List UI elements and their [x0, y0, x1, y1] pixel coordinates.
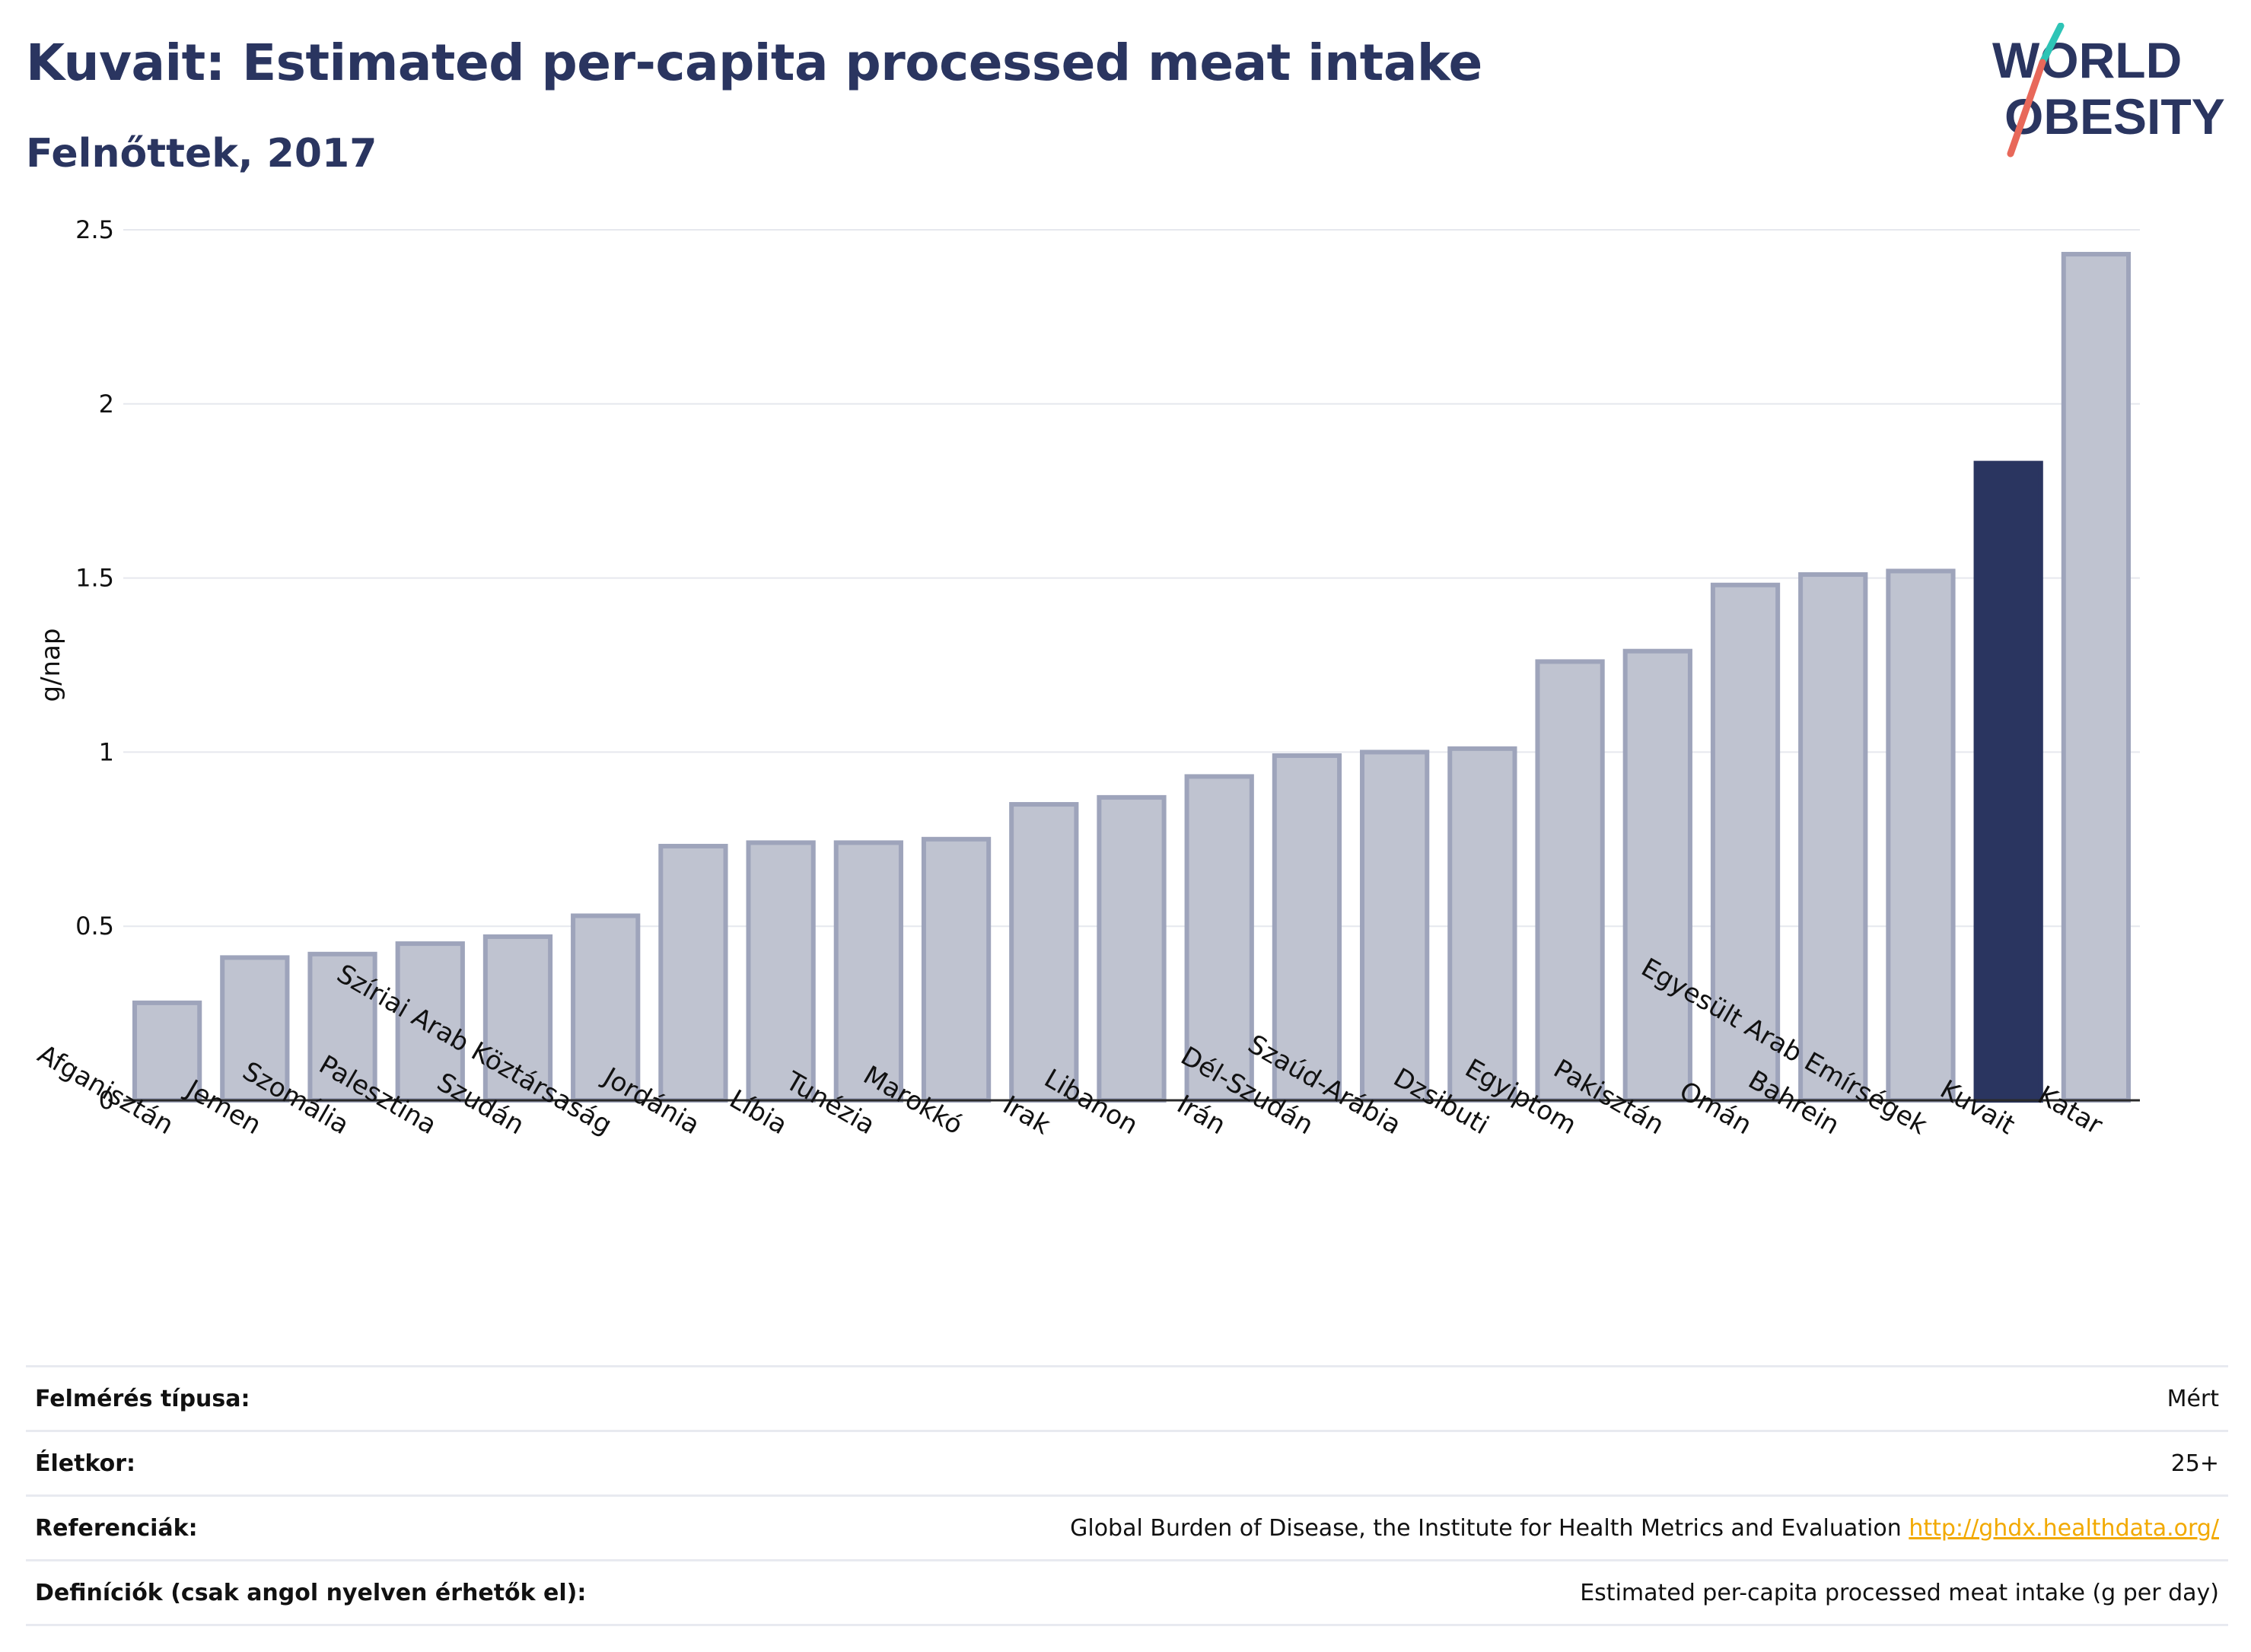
logo-slash-bottom [2007, 59, 2046, 158]
y-tick-labels: 0 0.5 1 1.5 2 2.5 [75, 215, 114, 1115]
y-tick-label: 0.5 [75, 912, 114, 941]
bar-bahrein [1798, 572, 1868, 1103]
bar-jordánia [658, 843, 728, 1103]
info-value: Global Burden of Disease, the Institute … [1070, 1515, 2228, 1542]
bar-egyesült-arab-emírségek [1886, 568, 1956, 1103]
bar-palesztina [395, 941, 465, 1103]
reference-text: Global Burden of Disease, the Institute … [1070, 1514, 1902, 1542]
y-tick-label: 2.5 [75, 215, 114, 244]
logo-line2: OBESITY [2004, 88, 2225, 145]
bar-dzsibuti [1447, 746, 1517, 1103]
bar-egyiptom [1535, 659, 1605, 1103]
bar-szíriai-arab-köztársaság [571, 913, 641, 1103]
bar-omán [1710, 582, 1781, 1103]
bar-irak [1009, 802, 1079, 1103]
logo-slash-top [2039, 23, 2065, 66]
info-label: Definíciók (csak angol nyelven érhetők e… [35, 1579, 587, 1606]
reference-link[interactable]: http://ghdx.healthdata.org/ [1909, 1514, 2219, 1542]
bar-libanon [1097, 794, 1167, 1103]
bar-dél-szudán [1272, 753, 1342, 1103]
chart-subtitle: Felnőttek, 2017 [26, 131, 377, 177]
y-axis-label: g/nap [36, 628, 66, 702]
bar-szaúd-arábia [1360, 750, 1430, 1103]
y-tick-label: 1.5 [75, 564, 114, 593]
info-label: Referenciák: [35, 1514, 198, 1542]
info-row-definitions: Definíciók (csak angol nyelven érhetők e… [26, 1559, 2228, 1626]
chart-title: Kuvait: Estimated per-capita processed m… [26, 33, 1482, 92]
bars [132, 252, 2132, 1103]
y-tick-label: 2 [99, 390, 114, 419]
info-table: Felmérés típusa: Mért Életkor: 25+ Refer… [26, 1365, 2228, 1626]
info-row-age: Életkor: 25+ [26, 1430, 2228, 1494]
bar-katar [2061, 252, 2132, 1103]
info-value: Mért [2167, 1385, 2219, 1412]
info-label: Felmérés típusa: [35, 1385, 250, 1412]
bar-marokkó [921, 836, 992, 1103]
y-tick-label: 0 [99, 1086, 114, 1115]
y-tick-label: 1 [99, 737, 114, 766]
info-row-survey-type: Felmérés típusa: Mért [26, 1365, 2228, 1430]
logo-line1: WORLD [1992, 32, 2182, 88]
bar-pakisztán [1622, 648, 1692, 1103]
bar-chart: 00.511.522.5 Afganisztán JemenSzomáliaPal… [33, 215, 2140, 1141]
info-row-references: Referenciák: Global Burden of Disease, t… [26, 1494, 2228, 1559]
bar-tunézia [833, 840, 903, 1103]
bar-kuvait [1973, 460, 2043, 1103]
info-label: Életkor: [35, 1450, 136, 1477]
bar-jemen [220, 955, 290, 1103]
bar-líbia [746, 840, 816, 1103]
info-value: 25+ [2170, 1450, 2219, 1477]
world-obesity-logo: WORLD OBESITY [1992, 23, 2225, 158]
info-value: Estimated per-capita processed meat inta… [1580, 1579, 2219, 1606]
